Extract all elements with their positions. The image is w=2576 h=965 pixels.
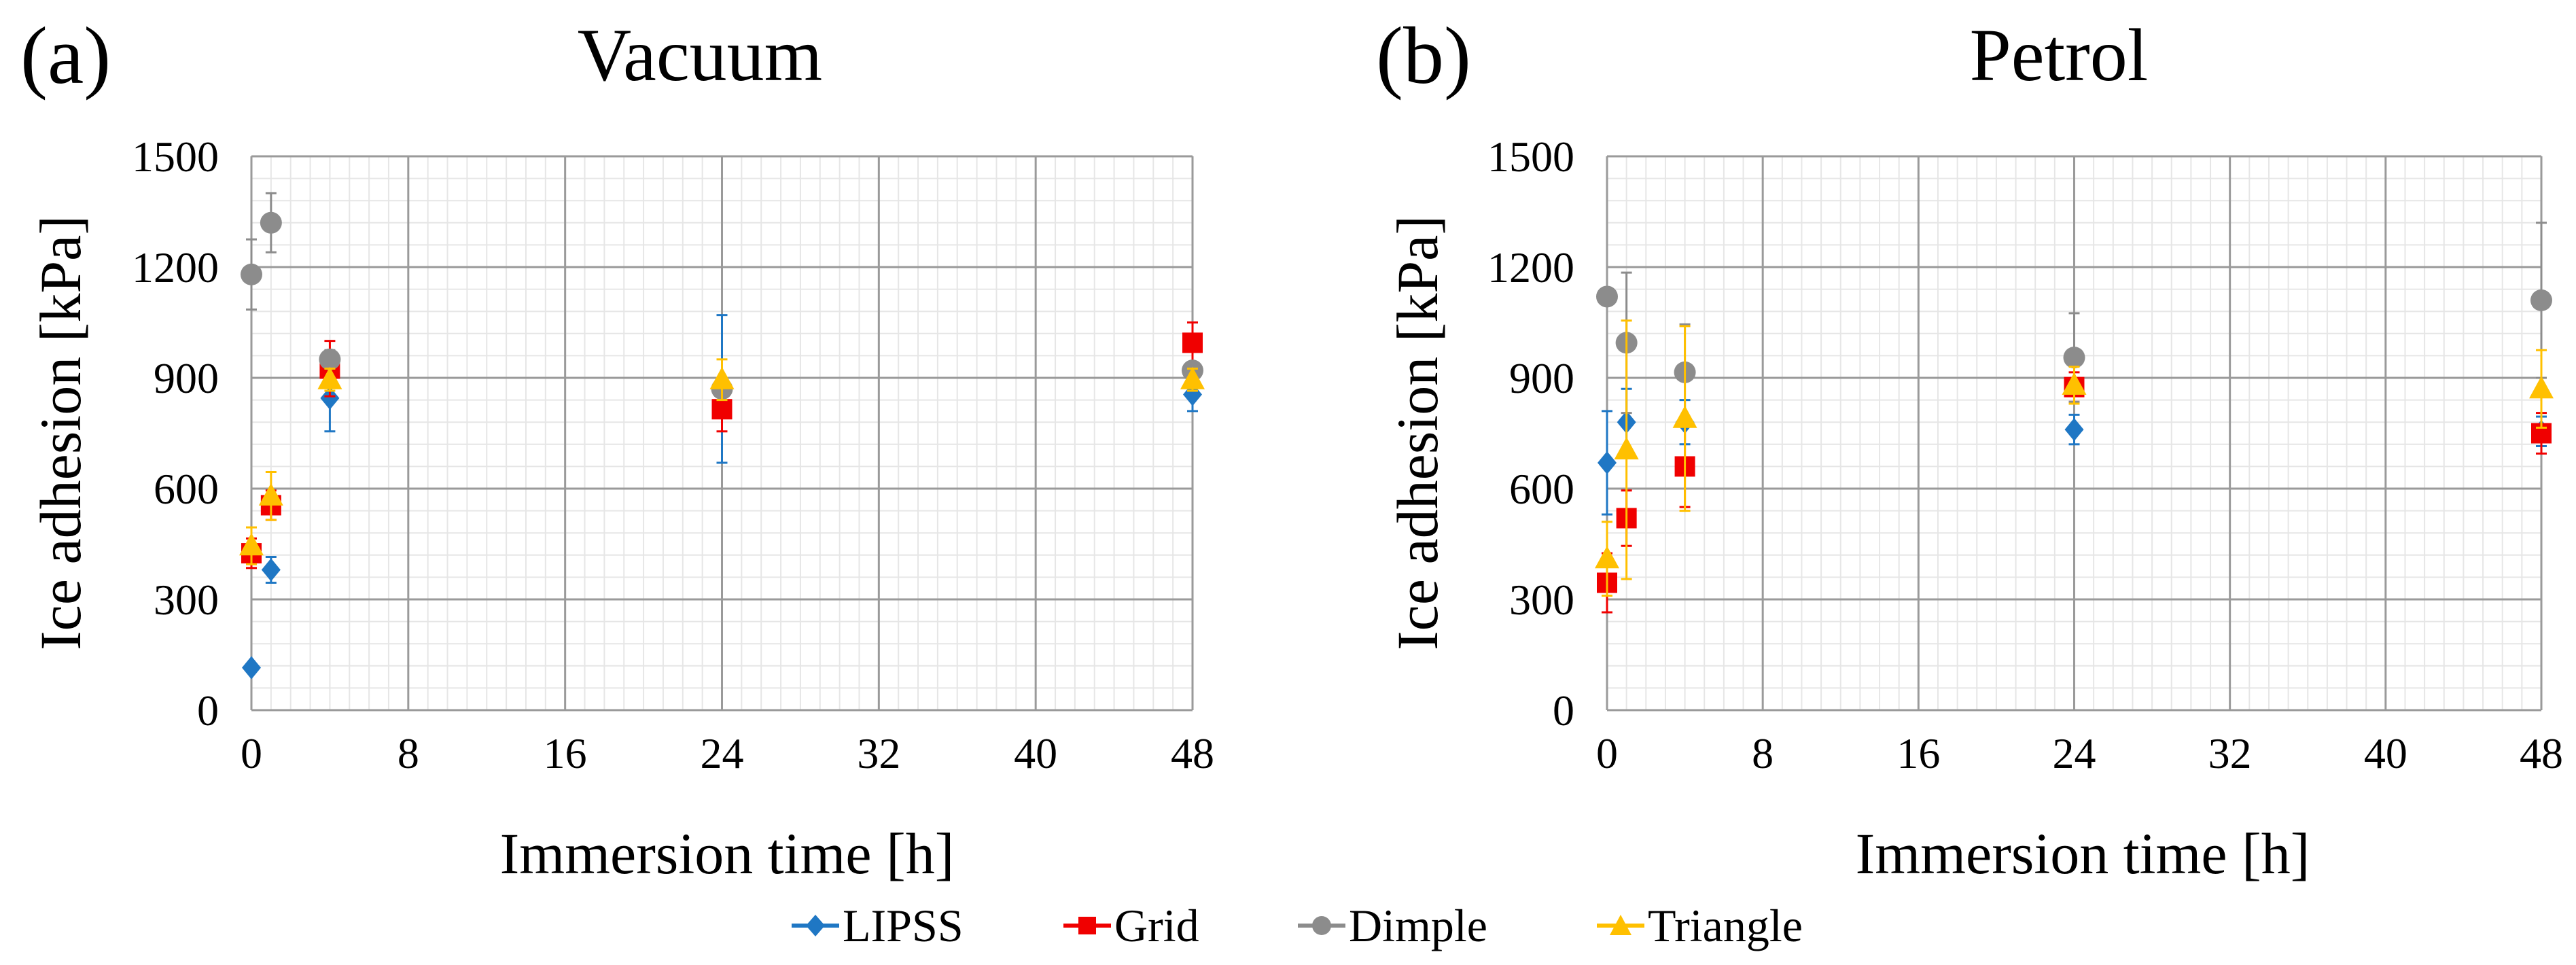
data-point-triangle [1180,366,1205,389]
y-tick-label: 300 [154,576,219,624]
x-ticks-petrol: 0 8 16 24 32 40 48 [1596,729,2563,777]
legend: LIPSS Grid Dimple Triangle [792,900,1803,951]
data-point-triangle [1672,405,1697,428]
x-tick-label: 32 [2208,729,2252,777]
y-axis-label-petrol: Ice adhesion [kPa] [1385,215,1450,650]
panel-label-b: (b) [1376,10,1471,101]
x-tick-label: 16 [544,729,587,777]
x-tick-label: 24 [701,729,744,777]
x-tick-label: 8 [398,729,419,777]
x-axis-label-petrol: Immersion time [h] [1856,821,2310,886]
legend-label-dimple: Dimple [1349,900,1487,951]
panel-vacuum: (a) Vacuum Ice adhesion [kPa] Immersion … [20,10,1214,886]
panel-petrol: (b) Petrol Ice adhesion [kPa] Immersion … [1376,10,2563,886]
legend-label-grid: Grid [1114,900,1199,951]
y-tick-label: 0 [1553,686,1574,735]
data-point-triangle [1614,436,1639,459]
data-point-lipss [2064,418,2084,442]
y-tick-label: 600 [1509,465,1574,513]
x-tick-label: 24 [2053,729,2096,777]
y-ticks-petrol: 0 300 600 900 1200 1500 [1487,133,1574,735]
x-tick-label: 8 [1752,729,1774,777]
data-point-dimple [1596,285,1618,308]
data-point-dimple [319,348,341,370]
x-tick-label: 32 [857,729,900,777]
y-tick-label: 900 [1509,354,1574,402]
x-tick-label: 0 [1596,729,1618,777]
panel-label-a: (a) [20,10,111,101]
data-point-triangle [258,482,283,506]
x-tick-label: 16 [1896,729,1940,777]
x-tick-label: 48 [2520,729,2563,777]
series-triangle-petrol [1595,319,2554,597]
x-axis-label-vacuum: Immersion time [h] [500,821,955,886]
data-point-triangle [1595,546,1619,569]
chart-title-vacuum: Vacuum [578,14,822,96]
y-tick-label: 1500 [1487,133,1574,181]
data-point-triangle [2062,372,2087,395]
y-tick-label: 1500 [132,133,219,181]
data-point-dimple [241,263,262,285]
data-point-triangle [2529,376,2554,399]
data-point-triangle [317,366,342,389]
legend-item-grid: Grid [1063,900,1199,951]
data-point-lipss [242,656,261,680]
y-axis-label-vacuum: Ice adhesion [kPa] [28,215,93,650]
data-point-triangle [709,366,735,389]
x-tick-label: 40 [2364,729,2407,777]
y-tick-label: 900 [154,354,219,402]
legend-item-triangle: Triangle [1597,900,1803,951]
data-point-triangle [239,533,264,556]
series-triangle-vacuum [239,358,1205,565]
legend-item-lipss: LIPSS [792,900,964,951]
data-marks-petrol [1595,222,2554,614]
y-tick-label: 600 [154,465,219,513]
x-ticks-vacuum: 0 8 16 24 32 40 48 [241,729,1214,777]
data-marks-vacuum [239,192,1205,680]
x-tick-label: 48 [1171,729,1214,777]
y-tick-label: 1200 [132,243,219,292]
chart-title-petrol: Petrol [1970,14,2149,96]
x-tick-label: 0 [241,729,262,777]
y-tick-label: 0 [197,686,219,735]
data-point-lipss [261,558,281,582]
y-tick-label: 300 [1509,576,1574,624]
data-point-grid [711,399,733,420]
x-tick-label: 40 [1014,729,1057,777]
data-point-lipss [1598,451,1617,474]
data-point-dimple [2063,347,2085,369]
data-point-dimple [2530,289,2552,311]
y-tick-label: 1200 [1487,243,1574,292]
legend-label-triangle: Triangle [1648,900,1803,951]
y-ticks-vacuum: 0 300 600 900 1200 1500 [132,133,219,735]
data-point-dimple [260,211,282,234]
data-point-grid [1182,332,1203,353]
legend-label-lipss: LIPSS [843,900,964,951]
data-point-lipss [320,386,340,410]
legend-item-dimple: Dimple [1298,900,1487,951]
